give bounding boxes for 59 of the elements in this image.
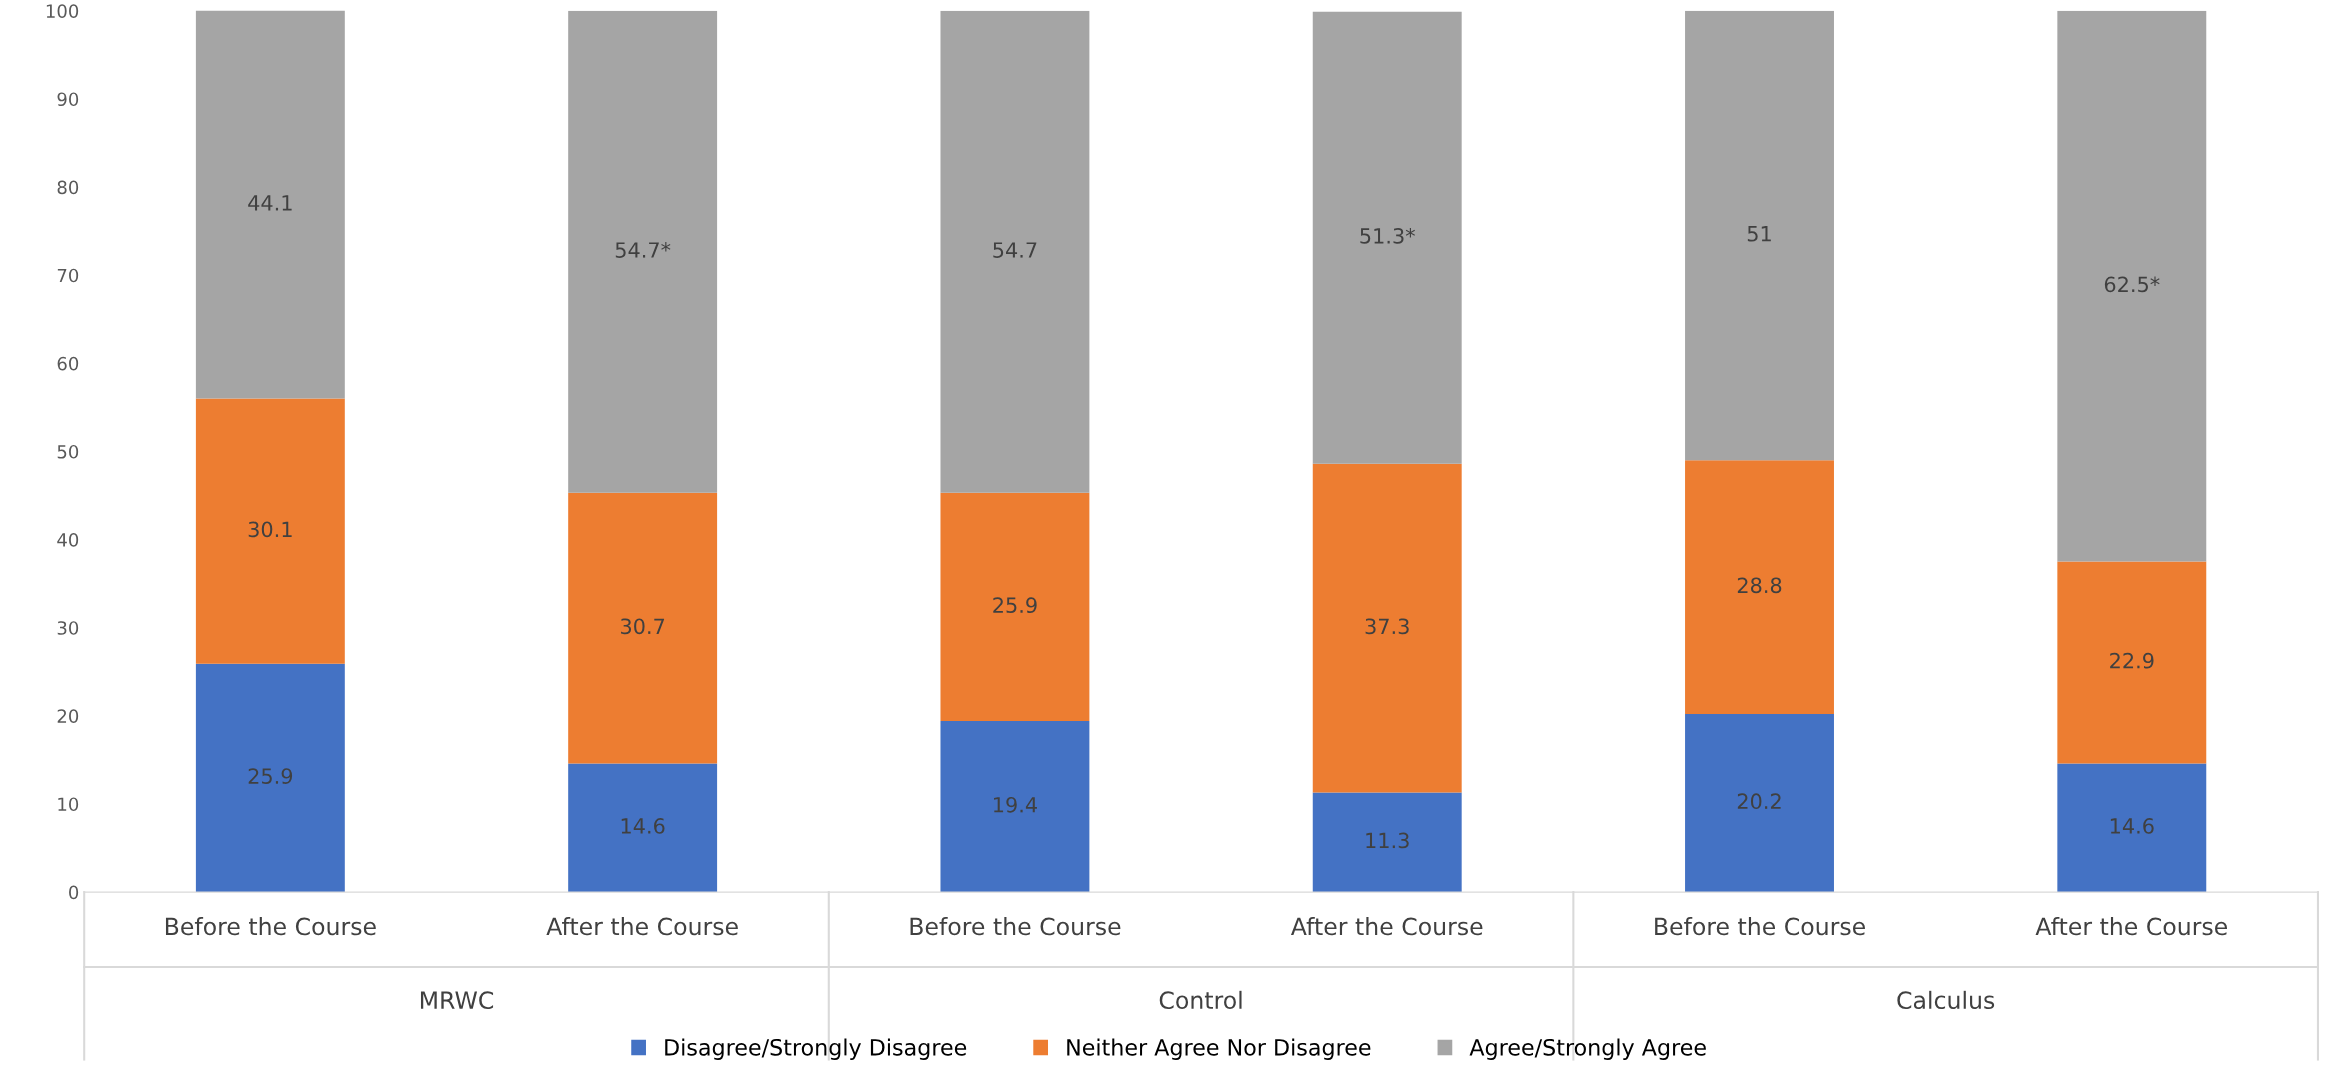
x-tick-label: Before the Course: [1655, 917, 1865, 936]
data-label: 54.7*: [615, 242, 671, 258]
text: Calculus: [1897, 990, 1995, 1010]
bar: [568, 492, 718, 764]
y-tick-label: 0: [69, 885, 79, 900]
data-label: 54.7: [993, 242, 1037, 258]
y-tick-label: 70: [57, 268, 79, 283]
bar: [1685, 714, 1834, 893]
bar: [2057, 10, 2207, 562]
y-tick-label: 40: [57, 533, 79, 547]
y-tick-label: 50: [57, 444, 79, 459]
bar: [940, 10, 1090, 493]
legend-label: Disagree/Strongly Disagree: [665, 1038, 967, 1060]
data-label: 37.3: [1365, 618, 1409, 635]
bar: [2057, 763, 2207, 893]
data-label: 22.9: [2110, 652, 2154, 669]
bar: [1312, 463, 1462, 793]
data-label: 62.5*: [2104, 276, 2160, 293]
y-tick-label: 20: [57, 709, 79, 723]
bar: [1685, 460, 1834, 715]
x-tick-label: After the Course: [1290, 917, 1483, 936]
text: MRWC: [420, 991, 494, 1010]
bar: [1312, 11, 1462, 464]
bar: [1685, 10, 1834, 461]
data-label: 11.3: [1366, 832, 1409, 849]
data-label: 25.9: [993, 597, 1037, 614]
legend-label: Neither Agree Nor Disagree: [1067, 1038, 1371, 1060]
x-tick-label: Before the Course: [165, 917, 376, 936]
data-label: 51: [1747, 226, 1771, 242]
y-tick-label: 10: [58, 797, 79, 812]
y-tick-label: 30: [57, 621, 79, 635]
bar: [195, 663, 345, 893]
data-label: 14.6: [2110, 818, 2154, 834]
data-label: 19.4: [994, 796, 1037, 813]
x-tick-label: Before the Course: [910, 917, 1121, 936]
bar: [568, 10, 718, 493]
data-label: 30.7: [621, 618, 665, 635]
data-label: 25.9: [248, 768, 293, 784]
bar: [568, 763, 718, 893]
x-tick-label: After the Course: [2035, 917, 2227, 936]
y-tick-label: 90: [57, 92, 79, 107]
bar: [940, 492, 1090, 722]
bar: [940, 721, 1090, 893]
data-label: 30.1: [248, 521, 292, 538]
bar: [2057, 561, 2207, 764]
bar: [1312, 792, 1462, 893]
data-label: 20.2: [1737, 793, 1781, 810]
y-tick-label: 60: [57, 356, 79, 371]
data-label: 44.1: [248, 195, 292, 211]
data-label: 14.6: [621, 818, 665, 834]
bar: [195, 398, 345, 664]
y-tick-label: 80: [57, 180, 79, 195]
data-label: 28.8: [1737, 577, 1782, 594]
data-label: 51.3*: [1360, 228, 1415, 244]
text: Control: [1159, 990, 1242, 1010]
bar: [195, 10, 345, 399]
legend-label: Agree/Strongly Agree: [1469, 1038, 1706, 1060]
x-tick-label: After the Course: [546, 917, 738, 936]
y-tick-label: 100: [46, 4, 79, 18]
